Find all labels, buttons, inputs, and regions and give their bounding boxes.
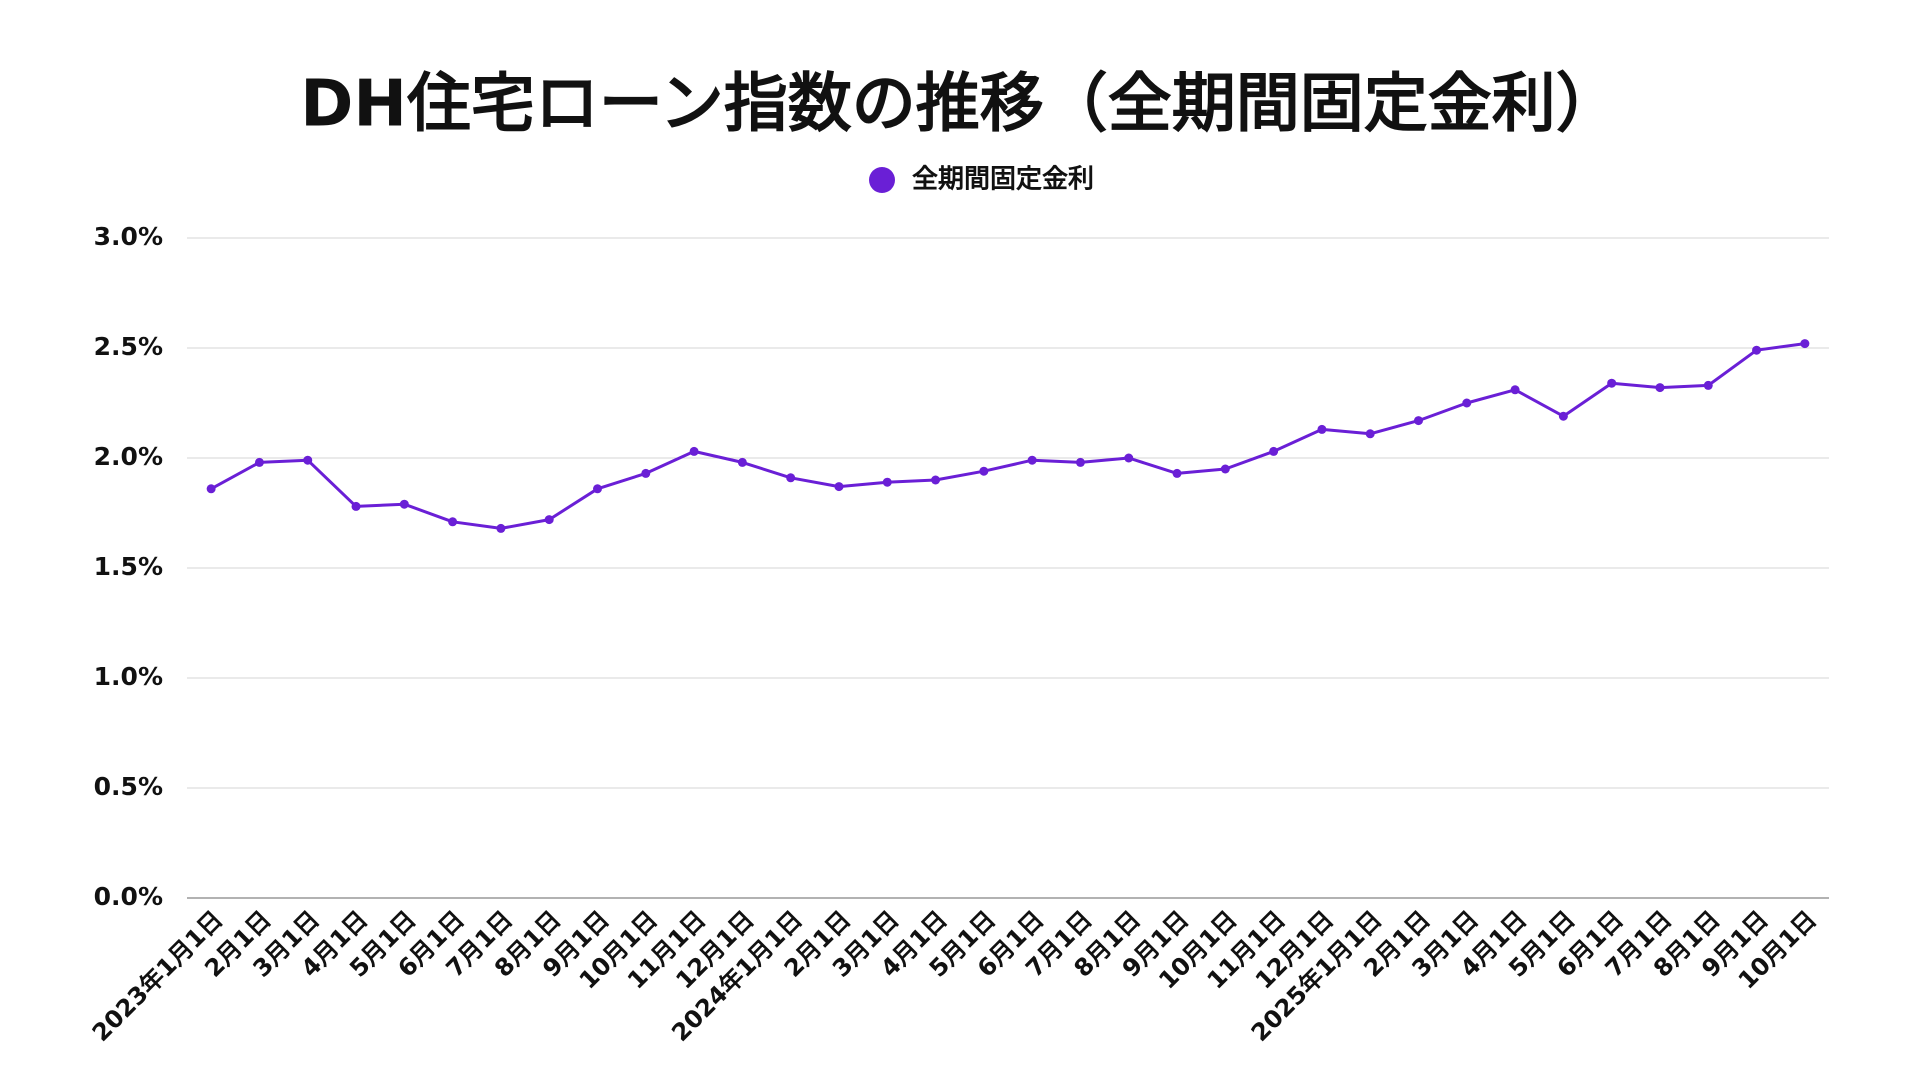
data-point bbox=[1365, 429, 1375, 439]
data-point bbox=[544, 515, 554, 525]
data-point bbox=[641, 468, 651, 478]
data-point bbox=[399, 499, 409, 509]
y-tick-label: 2.0% bbox=[94, 442, 163, 471]
data-point bbox=[206, 484, 216, 494]
data-point bbox=[1414, 416, 1423, 426]
data-point bbox=[1752, 345, 1762, 355]
y-tick-label: 0.0% bbox=[94, 882, 163, 911]
chart-title: DH住宅ローン指数の推移（全期間固定金利） bbox=[300, 68, 1620, 142]
data-point bbox=[593, 484, 602, 494]
legend-label: 全期間固定金利 bbox=[912, 165, 1094, 195]
data-point bbox=[689, 446, 699, 456]
data-point bbox=[931, 475, 941, 485]
data-point bbox=[1703, 380, 1713, 390]
y-tick-label: 3.0% bbox=[94, 222, 163, 251]
data-point bbox=[1027, 455, 1037, 465]
data-point bbox=[834, 482, 844, 492]
data-point bbox=[1124, 453, 1134, 463]
data-point bbox=[1075, 457, 1085, 467]
x-tick-label: 2023年1月1日 bbox=[87, 905, 229, 1047]
data-point bbox=[737, 457, 747, 467]
legend-marker bbox=[869, 167, 895, 193]
data-point bbox=[1655, 383, 1665, 393]
y-tick-label: 1.5% bbox=[94, 552, 163, 581]
data-point bbox=[496, 523, 506, 533]
data-point bbox=[448, 517, 458, 527]
data-point bbox=[254, 457, 264, 467]
data-point bbox=[786, 473, 796, 483]
data-point bbox=[979, 466, 989, 476]
y-tick-label: 2.5% bbox=[94, 332, 163, 361]
data-point bbox=[1607, 378, 1617, 388]
data-point bbox=[1172, 468, 1182, 478]
data-point bbox=[1800, 339, 1810, 349]
y-tick-label: 0.5% bbox=[94, 772, 163, 801]
data-line bbox=[210, 342, 1806, 530]
y-tick-label: 1.0% bbox=[94, 662, 163, 691]
data-point bbox=[351, 501, 361, 511]
data-point bbox=[303, 455, 313, 465]
data-point bbox=[1220, 464, 1230, 474]
data-point bbox=[1269, 446, 1279, 456]
data-point bbox=[1558, 411, 1568, 421]
data-point bbox=[1317, 424, 1327, 434]
data-point bbox=[882, 477, 892, 487]
data-point bbox=[1462, 398, 1472, 408]
data-point bbox=[1510, 385, 1520, 395]
